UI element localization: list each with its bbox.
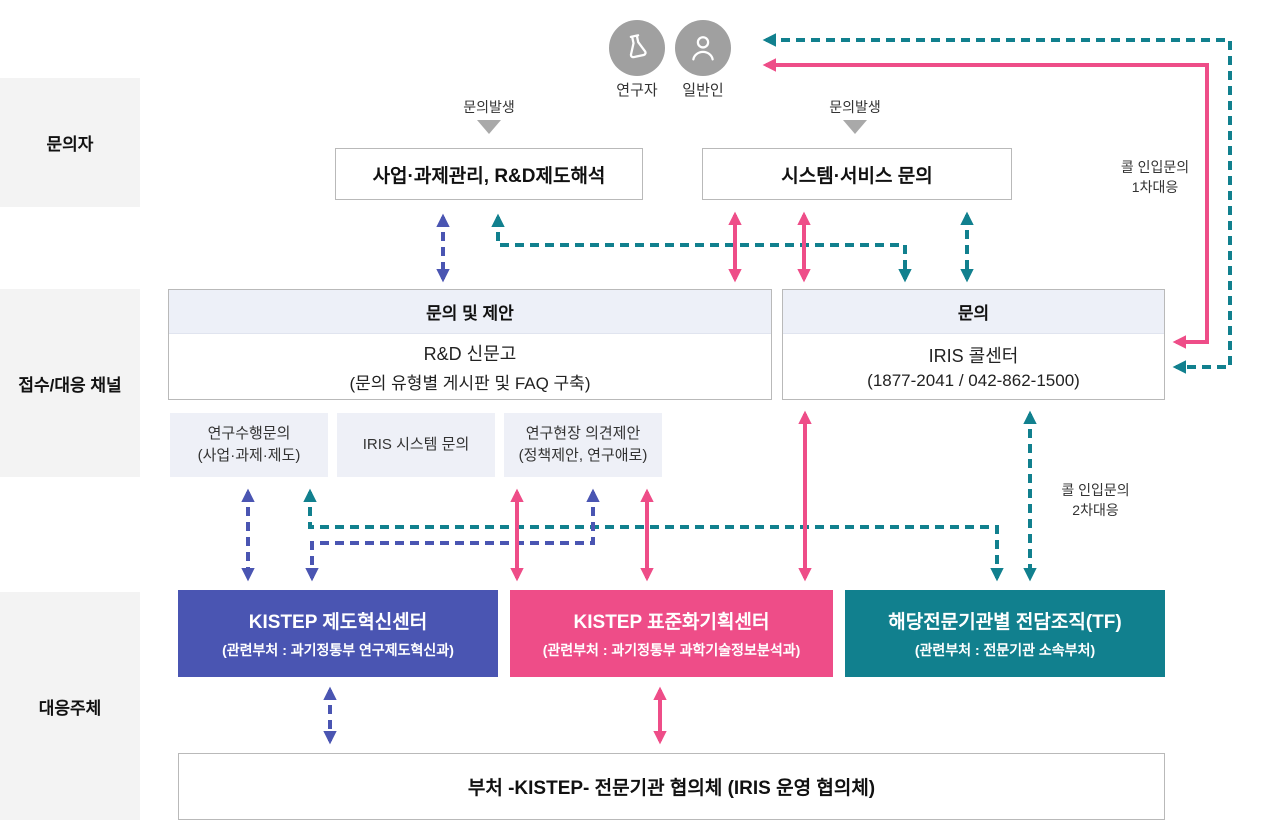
box-iris-operation-council: 부처 -KISTEP- 전문기관 협의체 (IRIS 운영 협의체) [178, 753, 1165, 820]
channel-rnd-sinmungo-title: R&D 신문고 [423, 343, 517, 364]
trigger-triangle-right [843, 120, 867, 134]
call-first-response-label: 콜 인입문의 1차대응 [1120, 159, 1190, 195]
lane-responder-label: 대응주체 [38, 698, 102, 718]
channel-iris-callcenter-phone: (1877-2041 / 042-862-1500) [867, 371, 1080, 390]
subbox-field-opinion-proposal: 연구현장 의견제안 (정책제안, 연구애로) [504, 413, 662, 477]
trigger-label-left: 문의발생 [463, 99, 515, 115]
public-avatar [675, 20, 731, 76]
channel-iris-callcenter-header: 문의 [783, 290, 1164, 334]
center-kistep-institution-innovation: KISTEP 제도혁신센터 (관련부처 : 과기정통부 연구제도혁신과) [178, 590, 498, 677]
flask-icon [629, 34, 647, 59]
channel-rnd-sinmungo-header: 문의 및 제안 [169, 290, 771, 334]
box-program-task-inquiry: 사업·과제관리, R&D제도해석 [335, 148, 643, 200]
arrow-execution-to-tf-teal-elbow [303, 488, 1004, 582]
channel-iris-callcenter: 문의 IRIS 콜센터 (1877-2041 / 042-862-1500) [782, 289, 1165, 400]
researcher-label: 연구자 [616, 82, 658, 99]
arrow-proposal-to-innovation-blue-elbow [305, 488, 600, 582]
lane-inquirer-label: 문의자 [46, 135, 94, 154]
channel-iris-callcenter-title: IRIS 콜센터 [928, 346, 1019, 366]
channel-rnd-sinmungo: 문의 및 제안 R&D 신문고 (문의 유형별 게시판 및 FAQ 구축) [168, 289, 772, 400]
trigger-triangle-left [477, 120, 501, 134]
lane-channel-label: 접수/대응 채널 [18, 375, 122, 395]
researcher-avatar [609, 20, 665, 76]
arrow-program-to-callcenter-teal-elbow [491, 213, 912, 283]
person-icon [692, 36, 714, 61]
channel-rnd-sinmungo-subtitle: (문의 유형별 게시판 및 FAQ 구축) [349, 373, 591, 393]
box-system-service-inquiry: 시스템·서비스 문의 [702, 148, 1012, 200]
lane-inquirer: 문의자 [0, 78, 140, 207]
lane-responder: 대응주체 [0, 592, 140, 820]
trigger-label-right: 문의발생 [829, 99, 881, 115]
center-kistep-standardization: KISTEP 표준화기획센터 (관련부처 : 과기정통부 과학기술정보분석과) [510, 590, 833, 677]
subbox-research-execution-inquiry: 연구수행문의 (사업·과제·제도) [170, 413, 328, 477]
subbox-iris-system-inquiry: IRIS 시스템 문의 [337, 413, 495, 477]
lane-channel: 접수/대응 채널 [0, 289, 140, 477]
public-label: 일반인 [682, 82, 724, 99]
call-second-response-label: 콜 인입문의 2차대응 [1061, 482, 1130, 518]
center-specialized-agency-tf: 해당전문기관별 전담조직(TF) (관련부처 : 전문기관 소속부처) [845, 590, 1165, 677]
